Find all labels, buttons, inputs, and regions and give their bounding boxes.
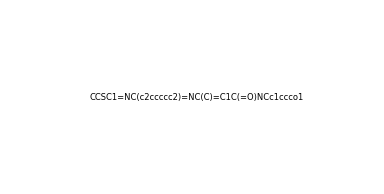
Text: CCSC1=NC(c2ccccc2)=NC(C)=C1C(=O)NCc1ccco1: CCSC1=NC(c2ccccc2)=NC(C)=C1C(=O)NCc1ccco… <box>90 94 304 102</box>
